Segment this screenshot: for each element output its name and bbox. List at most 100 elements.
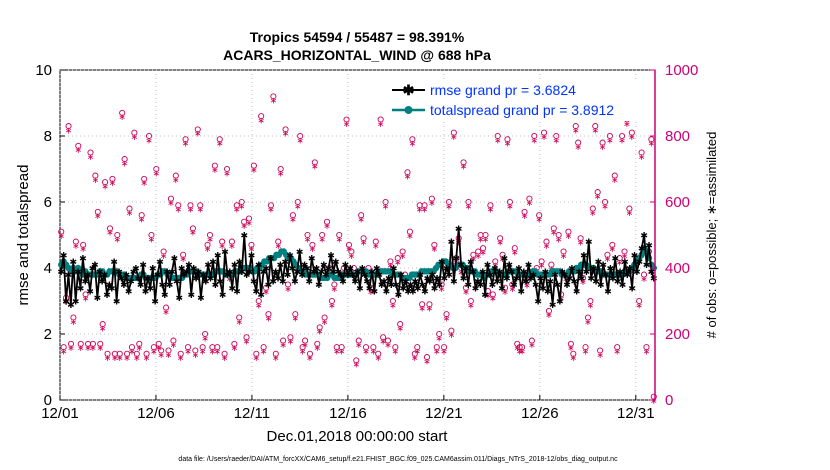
obs-assimilated-marker: ∗ [155,344,163,354]
rmse-point: ✱ [214,251,222,261]
rmse-point: ✱ [313,265,321,275]
obs-assimilated-marker: ∗ [333,348,341,358]
obs-assimilated-marker: ∗ [335,235,343,245]
rmse-point: ✱ [120,281,128,291]
rmse-point: ✱ [318,268,326,278]
rmse-point: ✱ [503,274,511,284]
obs-assimilated-marker: ∗ [638,153,646,163]
obs-possible-marker [187,202,194,209]
rmse-point: ✱ [132,265,140,275]
obs-assimilated-marker: ∗ [140,179,148,189]
obs-assimilated-marker: ∗ [106,229,114,239]
rmse-point: ✱ [180,271,188,281]
rmse-point: ✱ [250,278,258,288]
obs-assimilated-marker: ∗ [382,202,390,212]
rmse-point: ✱ [175,294,183,304]
rmse-point: ✱ [561,271,569,281]
obs-assimilated-marker: ∗ [496,239,504,249]
rmse-point: ✱ [424,274,432,284]
obs-possible-marker [145,132,153,140]
obs-possible-marker [494,132,501,140]
rmse-point: ✱ [342,261,350,271]
obs-assimilated-marker: ∗ [79,245,87,255]
rmse-point: ✱ [267,255,275,265]
obs-possible-marker [297,132,304,140]
obs-assimilated-marker: ∗ [233,206,241,216]
obs-possible-marker [399,248,406,255]
obs-assimilated-marker: ∗ [479,249,487,259]
y-axis-left-label: rmse and totalspread [15,165,32,306]
obs-possible-marker [104,350,111,357]
rmse-point: ✱ [383,288,391,298]
obs-assimilated-marker: ∗ [599,143,607,153]
obs-assimilated-marker: ∗ [528,341,536,351]
rmse-point: ✱ [537,274,545,284]
obs-possible-marker [204,241,211,248]
obs-assimilated-marker: ∗ [255,301,263,311]
obs-assimilated-marker: ∗ [413,348,421,358]
obs-possible-marker [316,324,323,331]
rmse-point: ✱ [366,284,374,294]
obs-assimilated-marker: ∗ [435,334,443,344]
obs-possible-marker [543,238,550,245]
rmse-point: ✱ [262,265,270,275]
y-right-tick-label: 600 [665,194,690,211]
obs-assimilated-marker: ∗ [438,285,446,295]
rmse-point: ✱ [101,271,109,281]
obs-possible-marker [506,198,513,206]
obs-assimilated-marker: ∗ [157,351,165,361]
rmse-point: ✱ [279,278,287,288]
obs-assimilated-marker: ∗ [482,235,490,245]
obs-assimilated-marker: ∗ [184,348,192,358]
rmse-point: ✱ [595,258,603,268]
obs-possible-marker [570,350,577,357]
obs-possible-marker [206,231,214,239]
rmse-point: ✱ [103,291,111,301]
obs-possible-marker [538,258,545,265]
rmse-point: ✱ [351,278,359,288]
obs-possible-marker [555,231,562,239]
obs-assimilated-marker: ∗ [516,348,524,358]
obs-possible-marker [284,281,292,288]
obs-possible-marker [131,129,138,136]
obs-possible-marker [260,344,267,351]
obs-assimilated-marker: ∗ [265,315,273,325]
rmse-point: ✱ [298,271,306,281]
rmse-point: ✱ [440,274,448,284]
obs-possible-marker [280,337,287,344]
rmse-point: ✱ [96,268,104,278]
obs-assimilated-marker: ∗ [509,285,517,295]
rmse-point: ✱ [633,268,641,278]
obs-possible-marker [616,255,623,262]
obs-possible-marker [362,344,370,351]
rmse-point: ✱ [130,268,138,278]
rmse-point: ✱ [426,278,434,288]
obs-possible-marker [311,159,318,166]
rmse-point: ✱ [171,255,179,265]
obs-assimilated-marker: ∗ [353,361,361,371]
obs-possible-marker [619,132,626,140]
obs-possible-marker [304,231,311,239]
obs-assimilated-marker: ∗ [133,354,141,364]
obs-assimilated-marker: ∗ [72,242,80,252]
obs-possible-marker [294,198,301,206]
obs-possible-marker [141,175,148,182]
obs-assimilated-marker: ∗ [92,176,100,186]
obs-assimilated-marker: ∗ [196,206,204,216]
obs-possible-marker [414,344,421,351]
obs-assimilated-marker: ∗ [316,328,324,338]
rmse-point: ✱ [281,258,289,268]
obs-assimilated-marker: ∗ [177,354,185,364]
obs-assimilated-marker: ∗ [440,348,448,358]
rmse-point: ✱ [421,288,429,298]
rmse-point: ✱ [380,278,388,288]
rmse-point: ✱ [452,255,460,265]
rmse-point: ✱ [178,265,186,275]
obs-assimilated-marker: ∗ [494,136,502,146]
obs-assimilated-marker: ∗ [374,354,382,364]
rmse-point: ✱ [354,268,362,278]
rmse-point: ✱ [607,265,615,275]
obs-possible-marker [643,344,650,351]
obs-possible-marker [299,344,306,351]
obs-possible-marker [160,248,167,255]
